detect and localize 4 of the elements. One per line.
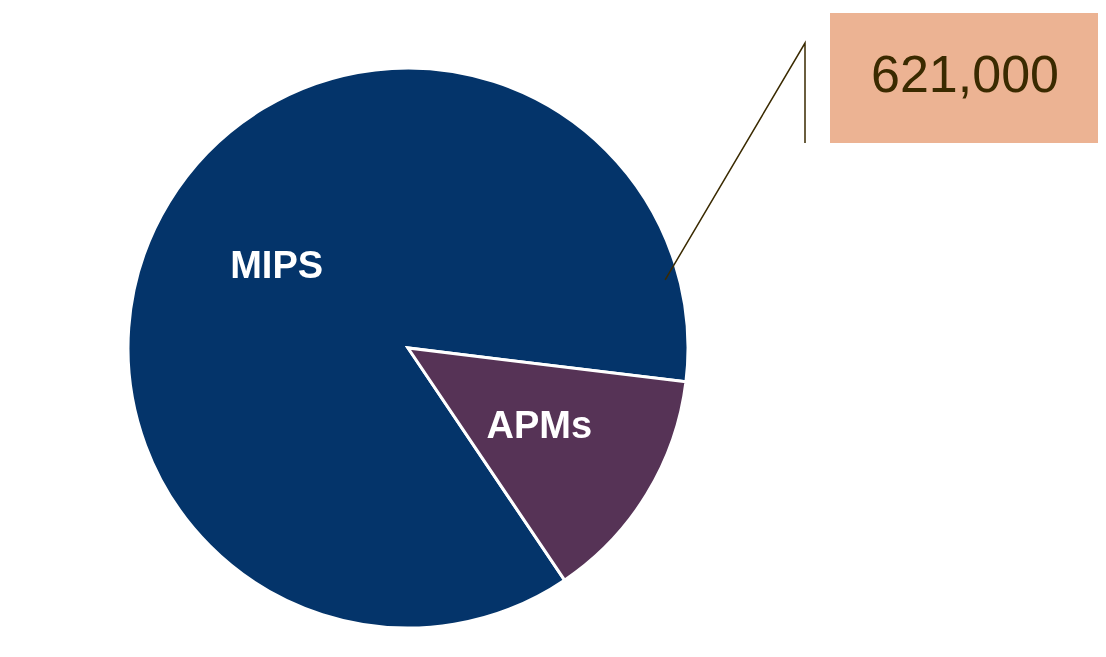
slice-label: MIPS xyxy=(230,243,324,286)
slice-label: APMs xyxy=(486,404,593,447)
pie-slice xyxy=(126,66,690,630)
data-label: 621,000 xyxy=(871,44,1059,103)
